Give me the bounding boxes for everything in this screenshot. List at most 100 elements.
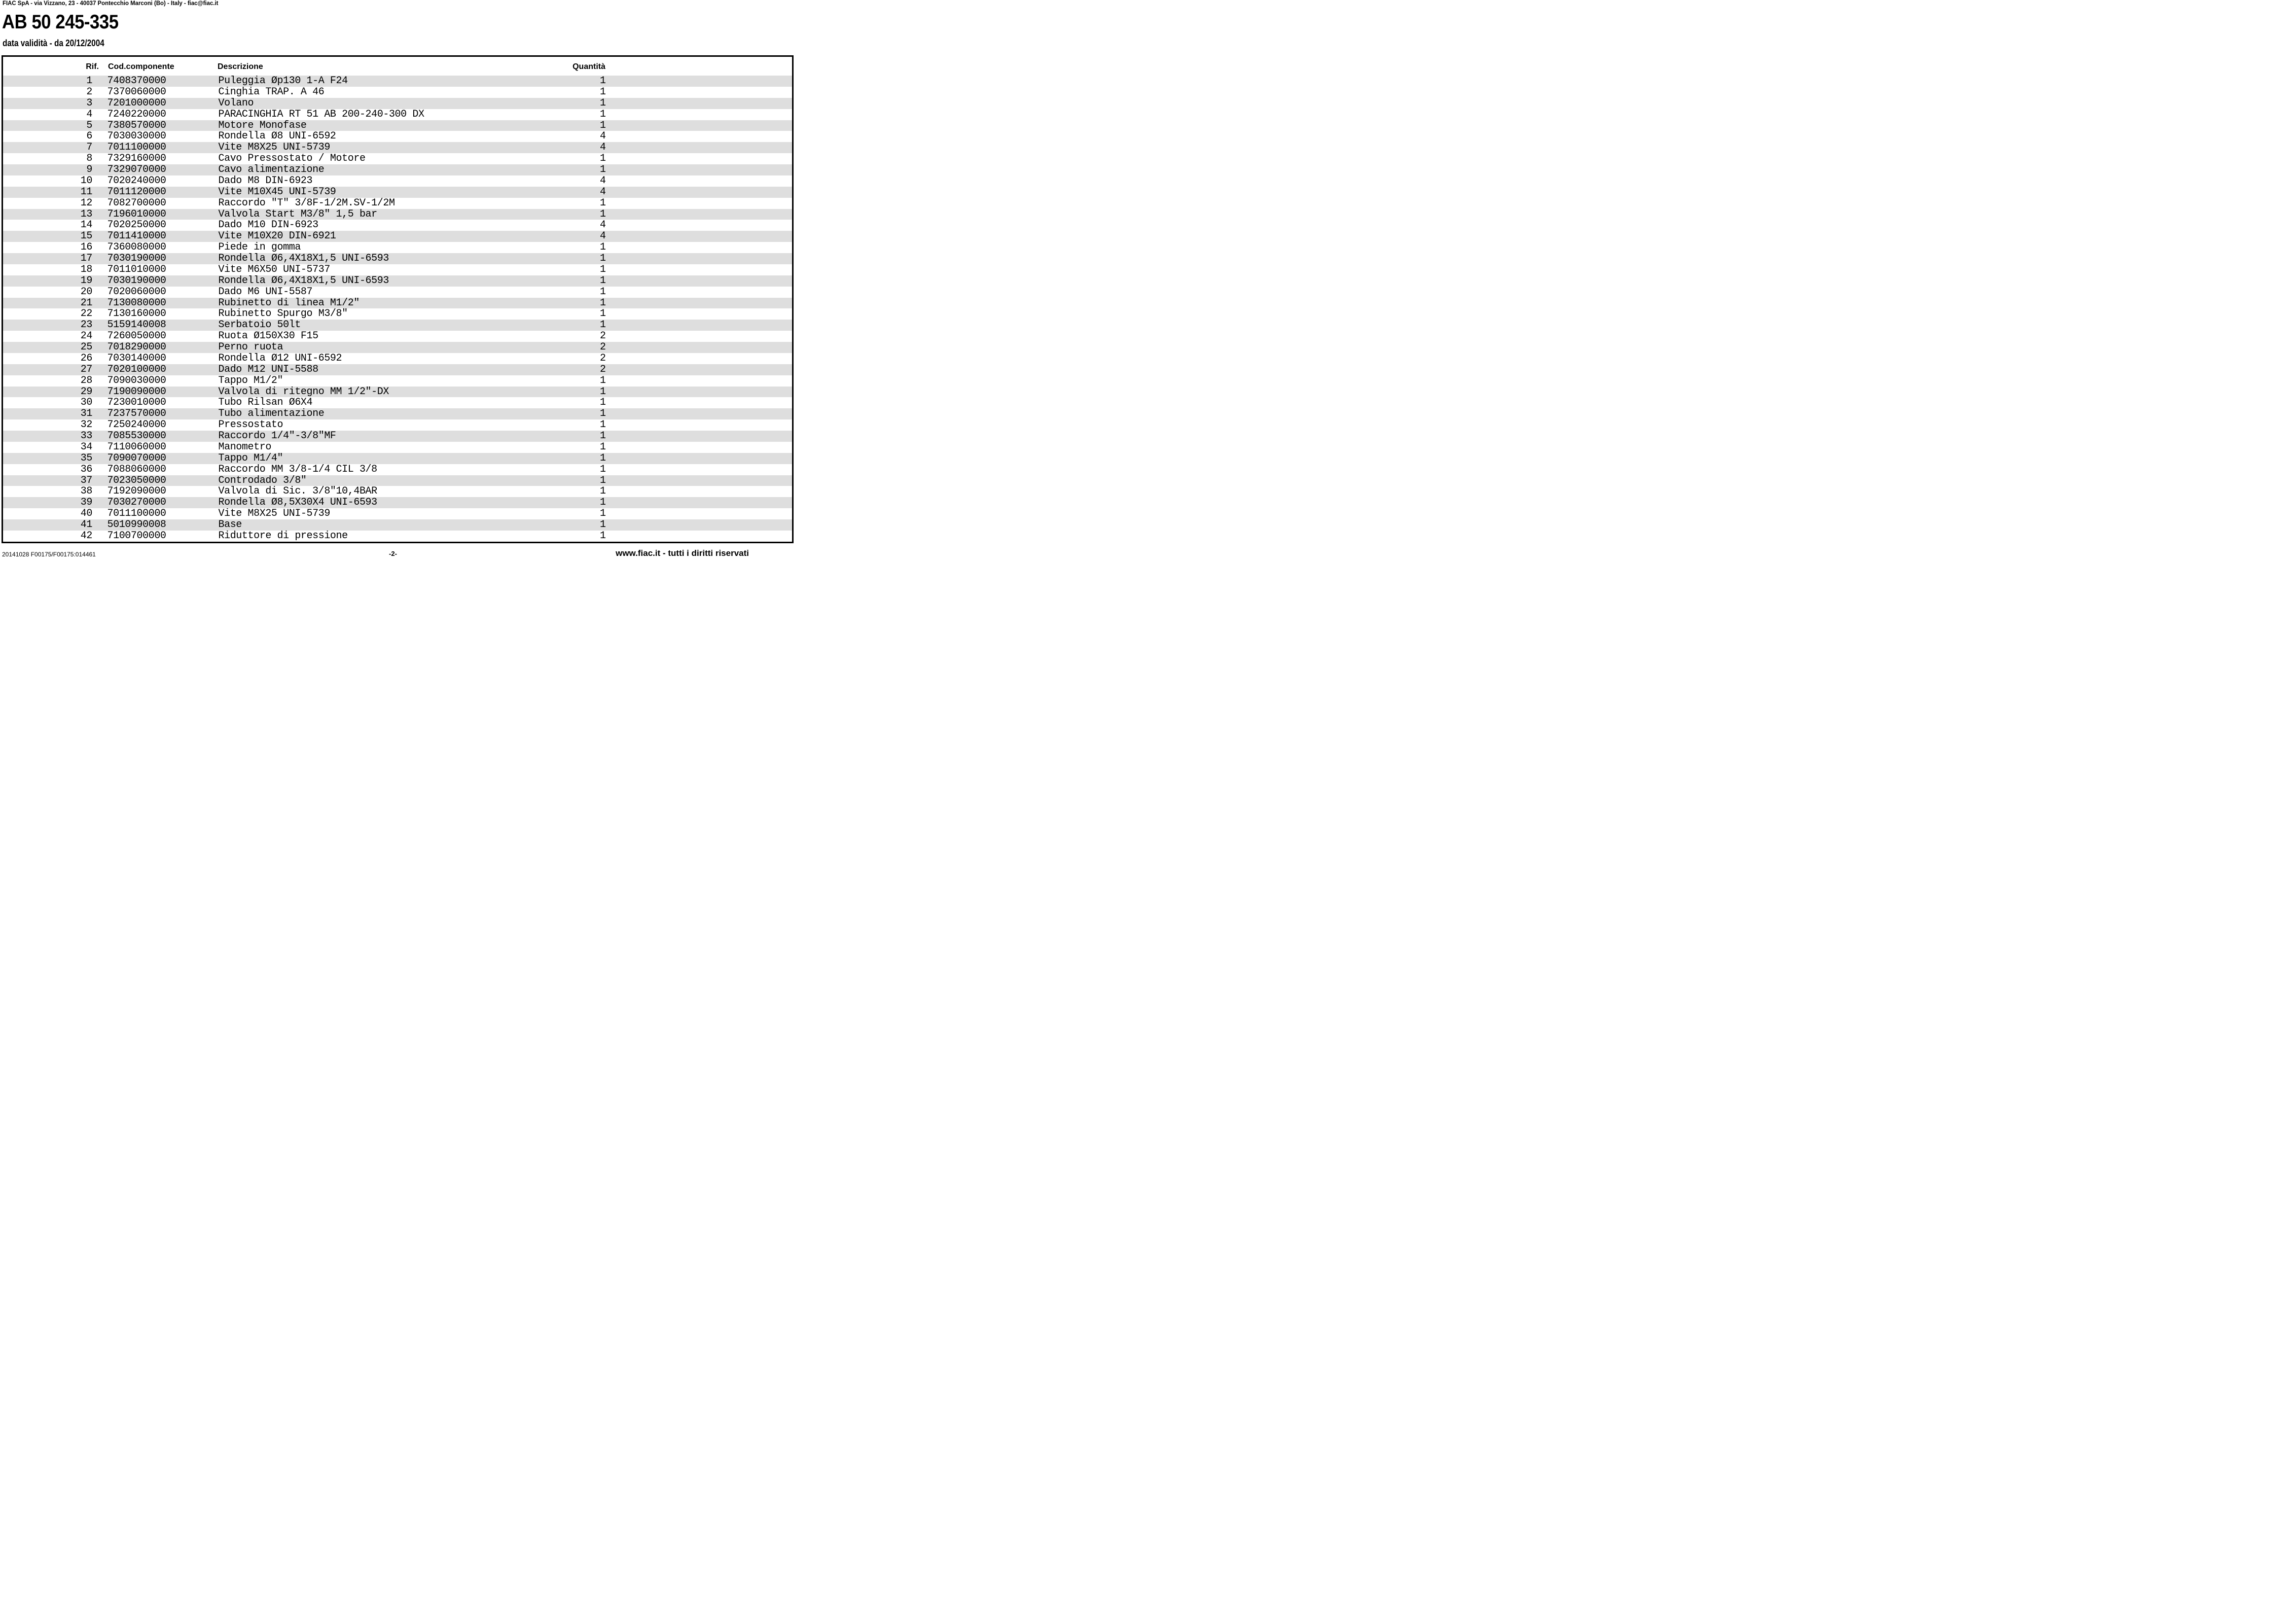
table-row: 20 7020060000 Dado M6 UNI-5587 1 (3, 286, 792, 298)
row-qty-cell: 1 (599, 530, 606, 542)
company-address-line: FIAC SpA - via Vizzano, 23 - 40037 Ponte… (3, 0, 219, 7)
table-row: 24 7260050000 Ruota Ø150X30 F15 2 (3, 331, 792, 342)
row-cod-cell: 7011410000 (107, 230, 166, 242)
row-desc-cell: Cavo Pressostato / Motore (218, 153, 366, 165)
row-desc-cell: Vite M6X50 UNI-5737 (218, 263, 331, 275)
table-row: 21 7130080000 Rubinetto di linea M1/2" 1 (3, 297, 792, 309)
row-cod-cell: 7020060000 (107, 286, 166, 298)
row-rif-cell: 18 (80, 263, 93, 275)
row-cod-cell: 7360080000 (107, 241, 166, 254)
row-desc-cell: Ruota Ø150X30 F15 (218, 330, 319, 342)
row-rif-cell: 11 (80, 186, 93, 198)
row-qty-cell: 1 (599, 253, 606, 264)
row-rif-cell: 12 (80, 197, 93, 209)
table-row: 16 7360080000 Piede in gomma 1 (3, 242, 792, 253)
row-qty-cell: 1 (599, 408, 606, 420)
row-cod-cell: 7082700000 (107, 197, 166, 209)
row-desc-cell: Tappo M1/4" (218, 452, 283, 464)
row-rif-cell: 42 (80, 530, 93, 542)
row-desc-cell: Rubinetto Spurgo M3/8" (218, 308, 348, 320)
row-cod-cell: 7020100000 (107, 363, 166, 375)
row-cod-cell: 7237570000 (107, 408, 166, 420)
row-rif-cell: 5 (86, 119, 92, 131)
table-row: 42 7100700000 Riduttore di pressione 1 (3, 530, 792, 542)
footer-page-number: -2- (389, 550, 397, 557)
row-desc-cell: Dado M12 UNI-5588 (218, 363, 319, 375)
row-qty-cell: 2 (599, 330, 606, 342)
row-cod-cell: 7110060000 (107, 441, 166, 453)
table-body: 1 7408370000 Puleggia Øp130 1-A F24 1 2 73700… (3, 76, 792, 542)
parts-table: Rif. Cod.componente Descrizione Quantità… (2, 55, 794, 543)
table-row: 1 7408370000 Puleggia Øp130 1-A F24 1 (3, 76, 792, 87)
row-qty-cell: 1 (599, 97, 606, 109)
table-row: 31 7237570000 Tubo alimentazione 1 (3, 408, 792, 420)
table-row: 18 7011010000 Vite M6X50 UNI-5737 1 (3, 264, 792, 275)
row-cod-cell: 7260050000 (107, 330, 166, 342)
row-desc-cell: Perno ruota (218, 341, 283, 353)
table-row: 30 7230010000 Tubo Rilsan Ø6X4 1 (3, 397, 792, 409)
row-cod-cell: 7090070000 (107, 452, 166, 464)
row-desc-cell: Dado M8 DIN-6923 (218, 174, 313, 187)
row-rif-cell: 35 (80, 452, 93, 464)
row-cod-cell: 7230010000 (107, 397, 166, 409)
table-row: 25 7018290000 Perno ruota 2 (3, 342, 792, 353)
row-desc-cell: Manometro (218, 441, 272, 453)
row-desc-cell: PARACINGHIA RT 51 AB 200-240-300 DX (218, 108, 424, 120)
column-header-descrizione: Descrizione (218, 62, 263, 71)
row-desc-cell: Raccordo "T" 3/8F-1/2M.SV-1/2M (218, 197, 395, 209)
row-rif-cell: 30 (80, 397, 93, 409)
row-cod-cell: 7020240000 (107, 174, 166, 187)
row-desc-cell: Base (218, 519, 242, 531)
table-row: 35 7090070000 Tappo M1/4" 1 (3, 452, 792, 464)
row-qty-cell: 1 (599, 208, 606, 220)
row-cod-cell: 7130080000 (107, 297, 166, 309)
row-cod-cell: 5010990008 (107, 519, 166, 531)
row-rif-cell: 17 (80, 253, 93, 264)
row-rif-cell: 8 (86, 153, 92, 165)
row-cod-cell: 7011010000 (107, 263, 166, 275)
row-cod-cell: 7011120000 (107, 186, 166, 198)
row-cod-cell: 7250240000 (107, 419, 166, 431)
row-cod-cell: 7090030000 (107, 374, 166, 387)
row-qty-cell: 1 (599, 86, 606, 98)
row-desc-cell: Vite M8X25 UNI-5739 (218, 508, 331, 520)
table-row: 19 7030190000 Rondella Ø6,4X18X1,5 UNI-659… (3, 275, 792, 287)
table-row: 8 7329160000 Cavo Pressostato / Motore 1 (3, 153, 792, 164)
row-rif-cell: 31 (80, 408, 93, 420)
table-row: 29 7190090000 Valvola di ritegno MM 1/2"-D… (3, 385, 792, 398)
row-qty-cell: 1 (599, 485, 606, 498)
table-row: 34 7110060000 Manometro 1 (3, 441, 792, 453)
row-qty-cell: 4 (599, 142, 606, 154)
row-cod-cell: 7240220000 (107, 108, 166, 120)
row-rif-cell: 6 (86, 130, 92, 143)
table-row: 2 7370060000 Cinghia TRAP. A 46 1 (3, 86, 792, 98)
row-desc-cell: Valvola di ritegno MM 1/2"-DX (218, 385, 389, 398)
row-cod-cell: 7329070000 (107, 164, 166, 175)
row-rif-cell: 22 (80, 308, 93, 320)
row-cod-cell: 7196010000 (107, 208, 166, 220)
row-cod-cell: 7018290000 (107, 341, 166, 353)
row-rif-cell: 3 (86, 97, 92, 109)
row-cod-cell: 7030190000 (107, 253, 166, 264)
table-row: 41 5010990008 Base 1 (3, 519, 792, 531)
row-qty-cell: 1 (599, 241, 606, 254)
row-rif-cell: 40 (80, 508, 93, 520)
row-qty-cell: 4 (599, 230, 606, 242)
row-qty-cell: 1 (599, 519, 606, 531)
row-desc-cell: Raccordo MM 3/8-1/4 CIL 3/8 (218, 463, 378, 475)
row-desc-cell: Volano (218, 97, 254, 109)
document-page: FIAC SpA - via Vizzano, 23 - 40037 Ponte… (0, 0, 795, 559)
row-desc-cell: Rondella Ø8,5X30X4 UNI-6593 (218, 497, 378, 509)
row-qty-cell: 4 (599, 186, 606, 198)
row-cod-cell: 7020250000 (107, 219, 166, 231)
row-qty-cell: 2 (599, 363, 606, 375)
row-cod-cell: 7192090000 (107, 485, 166, 498)
row-qty-cell: 1 (599, 430, 606, 442)
row-qty-cell: 1 (599, 119, 606, 131)
row-qty-cell: 1 (599, 397, 606, 409)
row-cod-cell: 7088060000 (107, 463, 166, 475)
row-rif-cell: 10 (80, 174, 93, 187)
row-rif-cell: 1 (86, 75, 92, 87)
row-cod-cell: 7023050000 (107, 474, 166, 486)
column-header-rif: Rif. (86, 62, 99, 71)
